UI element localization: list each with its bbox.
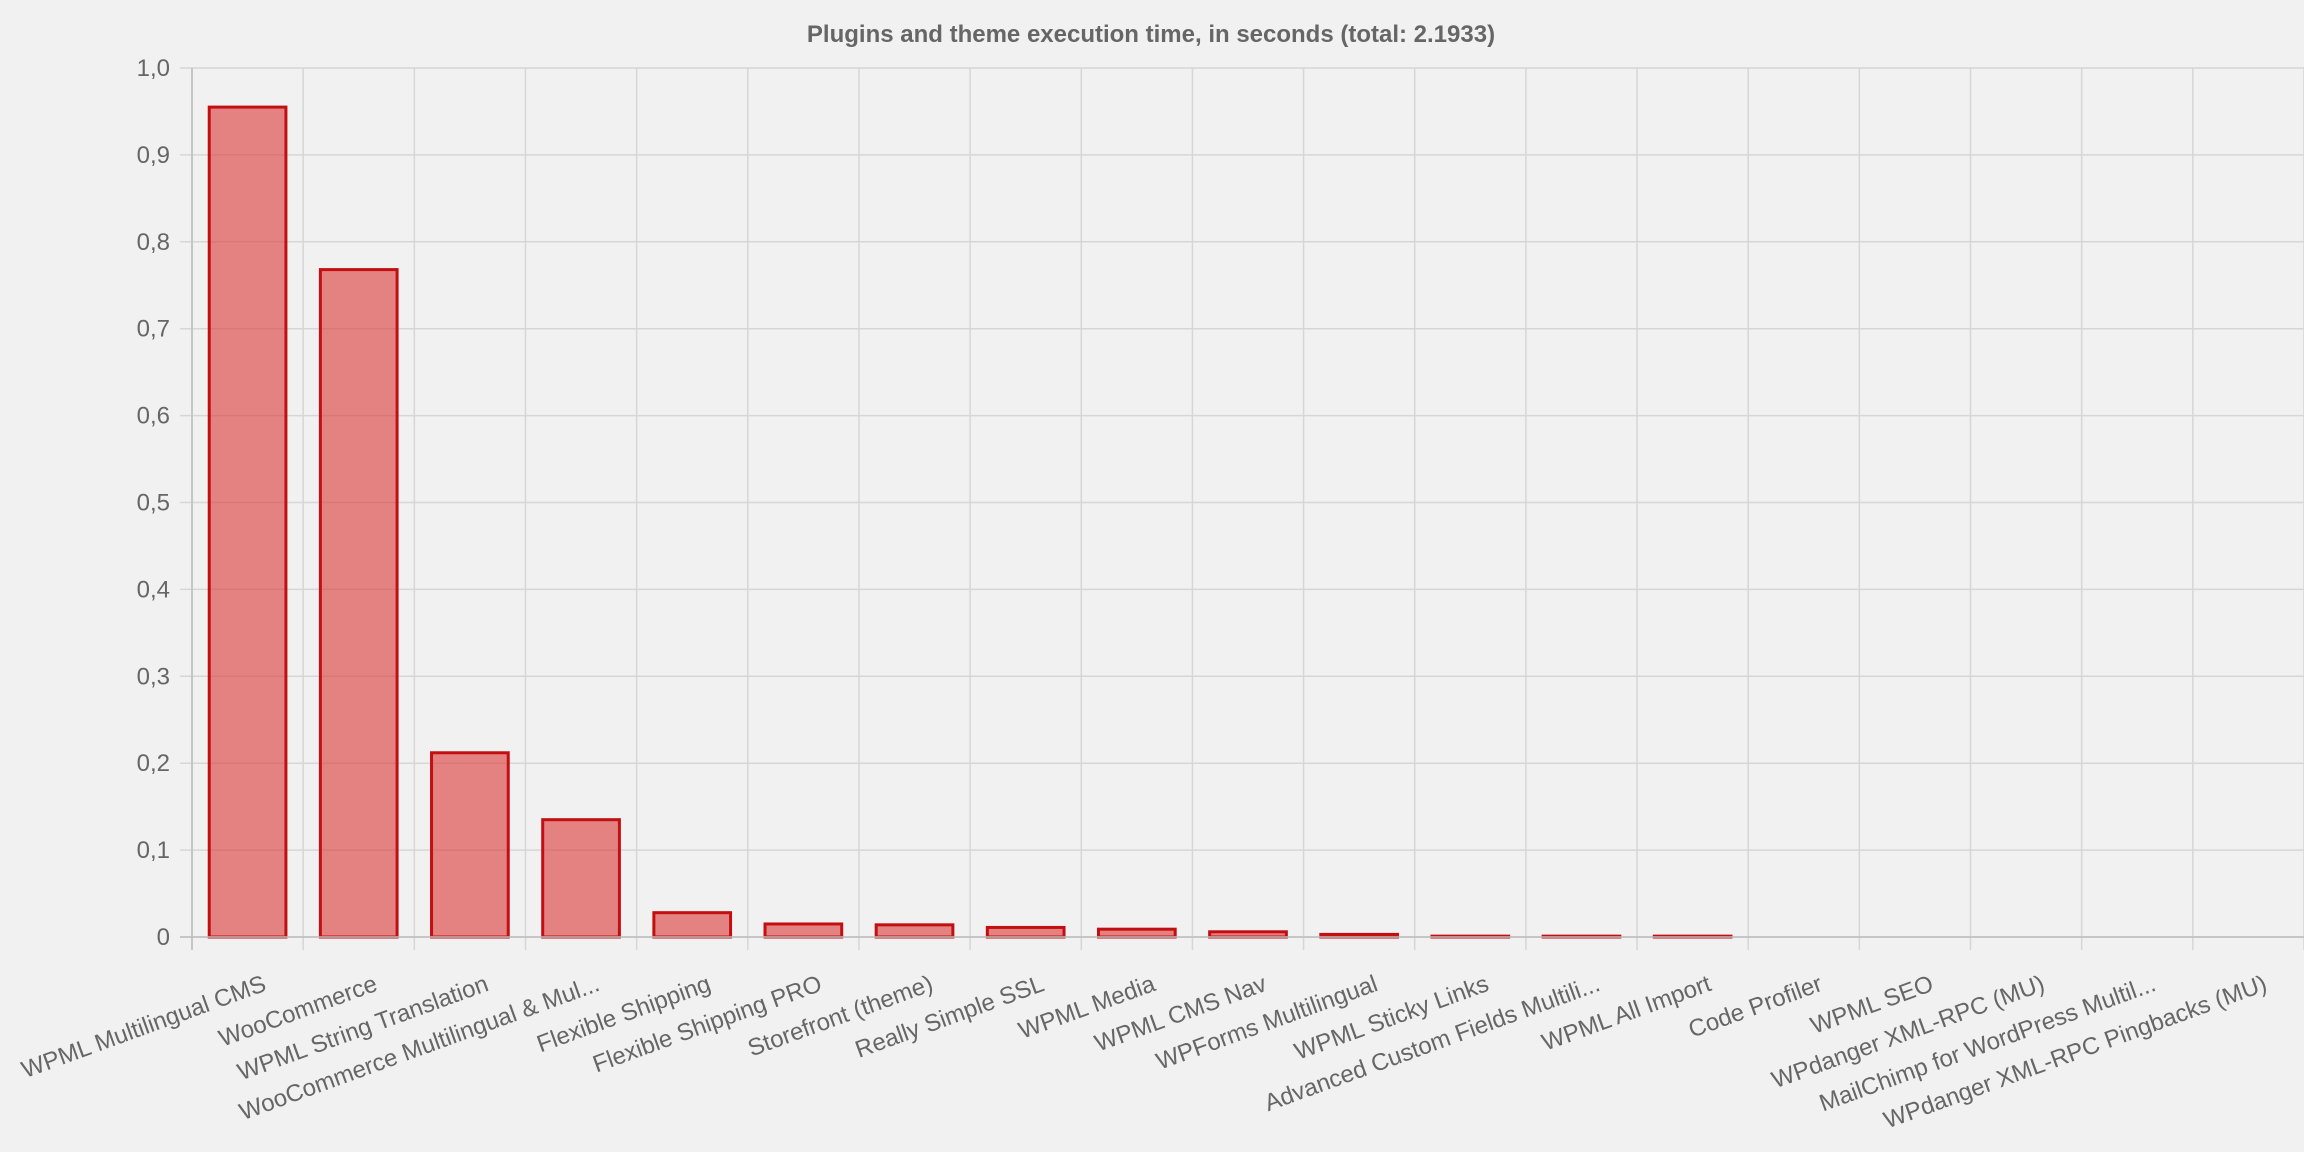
bar — [874, 923, 955, 939]
bar — [985, 925, 1066, 939]
x-tick-label: Storefront (theme) — [744, 970, 936, 1062]
y-tick-label: 0,8 — [137, 229, 170, 256]
bar — [1096, 927, 1177, 939]
y-tick-label: 0,1 — [137, 837, 170, 864]
bar — [1208, 930, 1288, 939]
bar — [541, 818, 621, 939]
chart-title: Plugins and theme execution time, in sec… — [807, 21, 1495, 48]
bar — [207, 105, 288, 939]
bar — [430, 751, 510, 939]
bar — [652, 911, 733, 939]
y-tick-label: 0,9 — [137, 142, 170, 169]
y-tick-label: 0,5 — [137, 490, 170, 517]
y-tick-label: 0,2 — [137, 750, 170, 777]
bar — [318, 268, 399, 939]
bar — [763, 922, 844, 939]
x-tick-label: Really Simple SSL — [852, 970, 1048, 1063]
bars — [207, 105, 1733, 939]
y-tick-label: 0,4 — [137, 576, 170, 603]
y-tick-label: 0,6 — [137, 403, 170, 430]
axes — [180, 68, 2304, 950]
y-tick-label: 0,7 — [137, 316, 170, 343]
y-tick-labels: 0 0,1 0,2 0,3 0,4 0,5 0,6 0,7 0,8 0,9 1,0 — [137, 55, 170, 951]
y-tick-label: 0 — [157, 924, 170, 951]
y-tick-label: 0,3 — [137, 663, 170, 690]
y-tick-label: 1,0 — [137, 55, 170, 82]
